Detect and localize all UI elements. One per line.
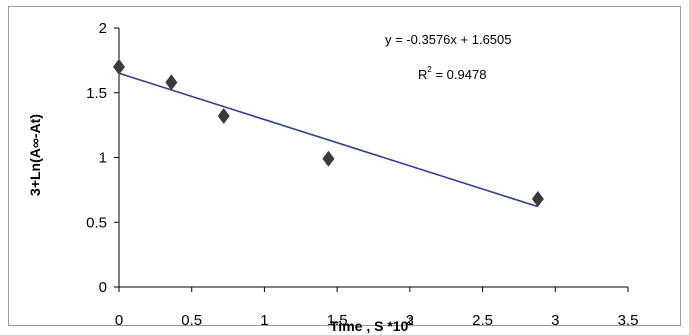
- data-point: [322, 150, 335, 167]
- r-squared-label: R2 = 0.9478: [418, 65, 486, 82]
- data-point: [113, 58, 125, 75]
- axes: [118, 28, 628, 288]
- y-tick-label: 1.5: [86, 85, 107, 102]
- x-tick-label: 2: [406, 312, 414, 329]
- data-point: [217, 108, 230, 125]
- r-squared-superscript: 2: [427, 65, 432, 74]
- y-tick-label: 0: [99, 279, 107, 296]
- data-point: [165, 74, 178, 91]
- y-axis-title: 3+Ln(A∞-At): [27, 114, 43, 196]
- y-tick-label: 1: [99, 150, 107, 167]
- x-tick-label: 2.5: [472, 312, 493, 329]
- equation-label: y = -0.3576x + 1.6505: [385, 32, 511, 47]
- x-tick-label: 3: [551, 312, 559, 329]
- data-points: [113, 58, 544, 207]
- x-tick-label: 0.5: [181, 312, 202, 329]
- x-axis-title-text: Time , S *10: [330, 318, 409, 334]
- chart-frame: [8, 6, 681, 326]
- r-squared-value: = 0.9478: [432, 67, 487, 82]
- x-tick-label: 3.5: [618, 312, 639, 329]
- trendline: [118, 72, 539, 208]
- x-tick-label: 1.5: [327, 312, 348, 329]
- ticks: 0 0.5 1 1.5 2 0 0.5 1 1.5 2 2.5 3 3.5: [86, 20, 638, 329]
- x-axis-title-superscript: 3: [408, 316, 413, 326]
- x-tick-label: 1: [260, 312, 268, 329]
- y-tick-label: 0.5: [86, 214, 107, 231]
- x-tick-label: 0: [115, 312, 123, 329]
- x-axis-title: Time , S *103: [330, 316, 413, 334]
- y-tick-label: 2: [99, 20, 107, 37]
- data-point: [531, 190, 544, 207]
- r-squared-prefix: R: [418, 67, 427, 82]
